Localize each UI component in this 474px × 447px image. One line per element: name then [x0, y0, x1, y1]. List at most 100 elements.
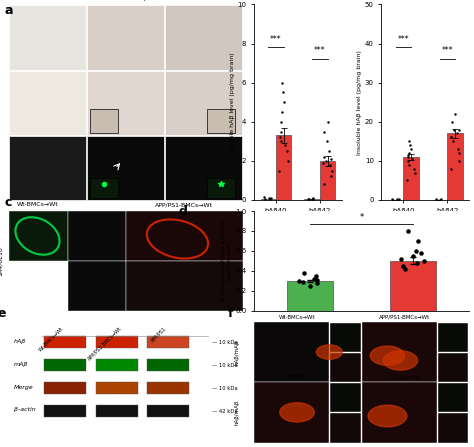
Point — [323, 138, 331, 145]
Bar — [276, 135, 292, 200]
Point — [447, 134, 455, 141]
Point — [455, 157, 463, 164]
Bar — [447, 134, 463, 200]
Point — [278, 79, 285, 86]
Bar — [45, 337, 86, 349]
Point — [414, 259, 421, 266]
Point — [451, 110, 459, 118]
Point — [265, 194, 273, 202]
Text: hAβ/mAβ: hAβ/mAβ — [234, 339, 239, 365]
Point — [454, 146, 462, 153]
Text: ***: *** — [398, 34, 409, 43]
Circle shape — [280, 403, 314, 422]
Text: ***: *** — [441, 46, 453, 55]
Bar — [96, 359, 138, 371]
Point — [393, 196, 401, 203]
Bar — [96, 382, 138, 394]
Text: Wt-BMCs→Wt: Wt-BMCs→Wt — [38, 325, 65, 352]
Point — [410, 165, 418, 172]
Bar — [390, 261, 436, 311]
Bar — [68, 211, 126, 261]
Point — [394, 196, 401, 203]
Bar — [254, 382, 329, 443]
Point — [408, 146, 415, 153]
Y-axis label: Soluble hAβ level (pg/mg brain): Soluble hAβ level (pg/mg brain) — [229, 52, 235, 152]
Point — [283, 148, 290, 155]
Bar — [90, 178, 118, 198]
Text: e: e — [0, 307, 6, 320]
Bar — [147, 382, 189, 394]
Text: *: * — [359, 213, 364, 222]
Point — [261, 194, 268, 201]
Bar — [45, 359, 86, 371]
Point — [401, 266, 409, 273]
Point — [262, 195, 269, 202]
Point — [305, 196, 313, 203]
FancyBboxPatch shape — [9, 5, 86, 70]
Point — [437, 196, 444, 203]
Point — [412, 247, 419, 254]
Bar — [438, 323, 468, 352]
Point — [310, 275, 318, 283]
Bar — [45, 405, 86, 417]
Point — [404, 157, 412, 164]
Bar — [330, 413, 361, 443]
FancyBboxPatch shape — [165, 136, 242, 200]
Point — [325, 148, 333, 155]
Point — [405, 138, 413, 145]
Bar — [68, 261, 126, 311]
Bar — [147, 359, 189, 371]
Circle shape — [316, 345, 342, 359]
Point — [404, 228, 411, 235]
FancyBboxPatch shape — [87, 5, 164, 70]
Circle shape — [383, 351, 418, 370]
FancyBboxPatch shape — [87, 71, 164, 135]
Point — [313, 276, 320, 283]
Bar — [438, 383, 468, 413]
Point — [453, 130, 460, 137]
Text: Wt-BMCs→Wt: Wt-BMCs→Wt — [279, 315, 315, 320]
Point — [320, 153, 328, 160]
Point — [310, 194, 317, 201]
Point — [395, 196, 403, 203]
Text: hAβ: hAβ — [14, 339, 27, 344]
Bar — [96, 405, 138, 417]
Point — [455, 126, 462, 133]
Text: Wt-BMCs→Wt: Wt-BMCs→Wt — [17, 202, 58, 207]
Bar — [261, 199, 276, 200]
Point — [295, 277, 302, 284]
Point — [437, 196, 444, 203]
Point — [277, 118, 284, 125]
Point — [456, 149, 463, 156]
Bar — [304, 199, 320, 200]
Point — [307, 283, 314, 290]
Bar — [254, 322, 329, 382]
Bar — [45, 382, 86, 394]
Text: f: f — [228, 307, 234, 320]
Bar — [330, 323, 361, 352]
Point — [449, 138, 457, 145]
Point — [328, 155, 335, 162]
FancyBboxPatch shape — [165, 71, 242, 135]
Bar — [362, 322, 437, 382]
Point — [388, 195, 396, 202]
Text: — 10 kDa: — 10 kDa — [212, 363, 238, 368]
Y-axis label: Insoluble hAβ level (pg/mg brain): Insoluble hAβ level (pg/mg brain) — [357, 50, 362, 155]
Bar — [287, 281, 333, 311]
Point — [406, 149, 413, 156]
Bar — [330, 353, 361, 382]
Text: — 10 kDa: — 10 kDa — [212, 340, 238, 345]
Text: APP/PS1: APP/PS1 — [150, 325, 167, 343]
Point — [404, 152, 411, 159]
Point — [313, 272, 320, 279]
Text: hAβ/mAβ: hAβ/mAβ — [234, 400, 239, 425]
Point — [304, 195, 312, 202]
FancyBboxPatch shape — [9, 136, 86, 200]
Point — [313, 279, 321, 287]
Bar — [438, 353, 468, 382]
Text: AD patient: AD patient — [390, 375, 419, 380]
Point — [417, 249, 424, 257]
Text: Merge: Merge — [14, 384, 34, 389]
Point — [277, 138, 285, 145]
Bar — [9, 211, 68, 261]
